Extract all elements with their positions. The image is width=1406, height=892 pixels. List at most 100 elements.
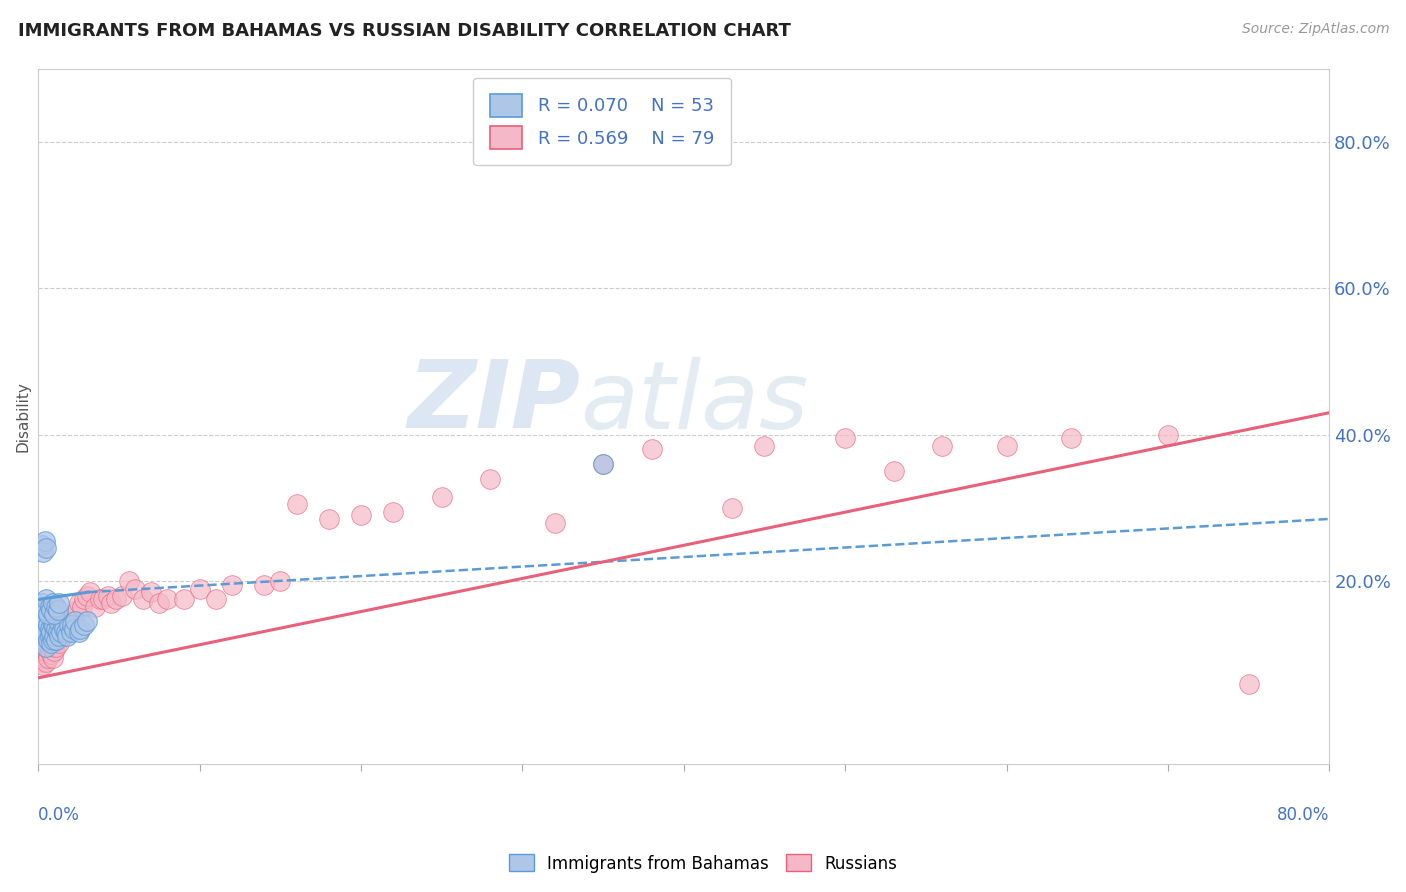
Point: [46, 615, 69, 629]
Point: [37, 618, 59, 632]
Point: [35, 644, 58, 658]
Point: [49, 625, 72, 640]
Point: [31, 596, 53, 610]
Point: [38, 629, 60, 643]
Point: [1237, 676, 1260, 690]
Point: [350, 508, 373, 523]
Legend: Immigrants from Bahamas, Russians: Immigrants from Bahamas, Russians: [502, 847, 904, 880]
Point: [221, 578, 243, 592]
Point: [479, 472, 502, 486]
Point: [269, 574, 291, 589]
Point: [51, 618, 73, 632]
Point: [39, 636, 62, 650]
Point: [544, 516, 567, 530]
Point: [44, 629, 66, 643]
Point: [32, 644, 55, 658]
Point: [31, 640, 53, 654]
Point: [640, 442, 662, 457]
Point: [32, 599, 55, 614]
Point: [46, 632, 69, 647]
Point: [83, 599, 105, 614]
Point: [45, 599, 67, 614]
Point: [31, 537, 53, 551]
Point: [37, 607, 59, 621]
Point: [188, 582, 211, 596]
Point: [124, 582, 146, 596]
Point: [38, 644, 60, 658]
Point: [46, 622, 69, 636]
Point: [104, 592, 127, 607]
Point: [79, 585, 101, 599]
Point: [59, 625, 82, 640]
Point: [76, 589, 98, 603]
Point: [931, 439, 953, 453]
Point: [38, 599, 60, 614]
Point: [35, 625, 58, 640]
Point: [34, 640, 56, 654]
Point: [31, 655, 53, 669]
Point: [76, 615, 98, 629]
Point: [67, 625, 90, 640]
Point: [32, 658, 55, 673]
Point: [55, 625, 77, 640]
Point: [51, 629, 73, 643]
Point: [65, 615, 87, 629]
Point: [37, 636, 59, 650]
Point: [66, 603, 89, 617]
Point: [58, 622, 80, 636]
Point: [318, 512, 340, 526]
Point: [35, 655, 58, 669]
Point: [48, 596, 70, 610]
Text: 80.0%: 80.0%: [1277, 806, 1329, 824]
Point: [72, 592, 94, 607]
Point: [592, 457, 614, 471]
Point: [42, 640, 65, 654]
Point: [70, 599, 93, 614]
Point: [111, 589, 134, 603]
Point: [48, 636, 70, 650]
Text: 0.0%: 0.0%: [38, 806, 80, 824]
Point: [32, 545, 55, 559]
Point: [44, 607, 66, 621]
Point: [53, 622, 76, 636]
Point: [97, 589, 120, 603]
Point: [44, 618, 66, 632]
Point: [58, 618, 80, 632]
Point: [44, 632, 66, 647]
Point: [35, 592, 58, 607]
Point: [34, 533, 56, 548]
Point: [28, 648, 51, 662]
Point: [45, 632, 67, 647]
Point: [592, 457, 614, 471]
Point: [60, 618, 83, 632]
Point: [1157, 427, 1180, 442]
Point: [59, 611, 82, 625]
Point: [89, 592, 111, 607]
Point: [31, 622, 53, 636]
Point: [37, 648, 59, 662]
Point: [38, 632, 60, 647]
Point: [995, 439, 1018, 453]
Point: [141, 585, 163, 599]
Point: [69, 622, 91, 636]
Point: [48, 629, 70, 643]
Point: [382, 505, 405, 519]
Point: [34, 651, 56, 665]
Point: [56, 615, 79, 629]
Point: [132, 592, 155, 607]
Point: [32, 632, 55, 647]
Point: [39, 625, 62, 640]
Point: [156, 592, 179, 607]
Point: [285, 497, 308, 511]
Point: [721, 500, 744, 515]
Y-axis label: Disability: Disability: [15, 381, 30, 452]
Point: [754, 439, 776, 453]
Point: [35, 640, 58, 654]
Point: [834, 431, 856, 445]
Point: [430, 490, 453, 504]
Point: [148, 596, 170, 610]
Point: [45, 640, 67, 654]
Legend: R = 0.070    N = 53, R = 0.569    N = 79: R = 0.070 N = 53, R = 0.569 N = 79: [474, 78, 731, 166]
Point: [39, 636, 62, 650]
Text: IMMIGRANTS FROM BAHAMAS VS RUSSIAN DISABILITY CORRELATION CHART: IMMIGRANTS FROM BAHAMAS VS RUSSIAN DISAB…: [18, 22, 792, 40]
